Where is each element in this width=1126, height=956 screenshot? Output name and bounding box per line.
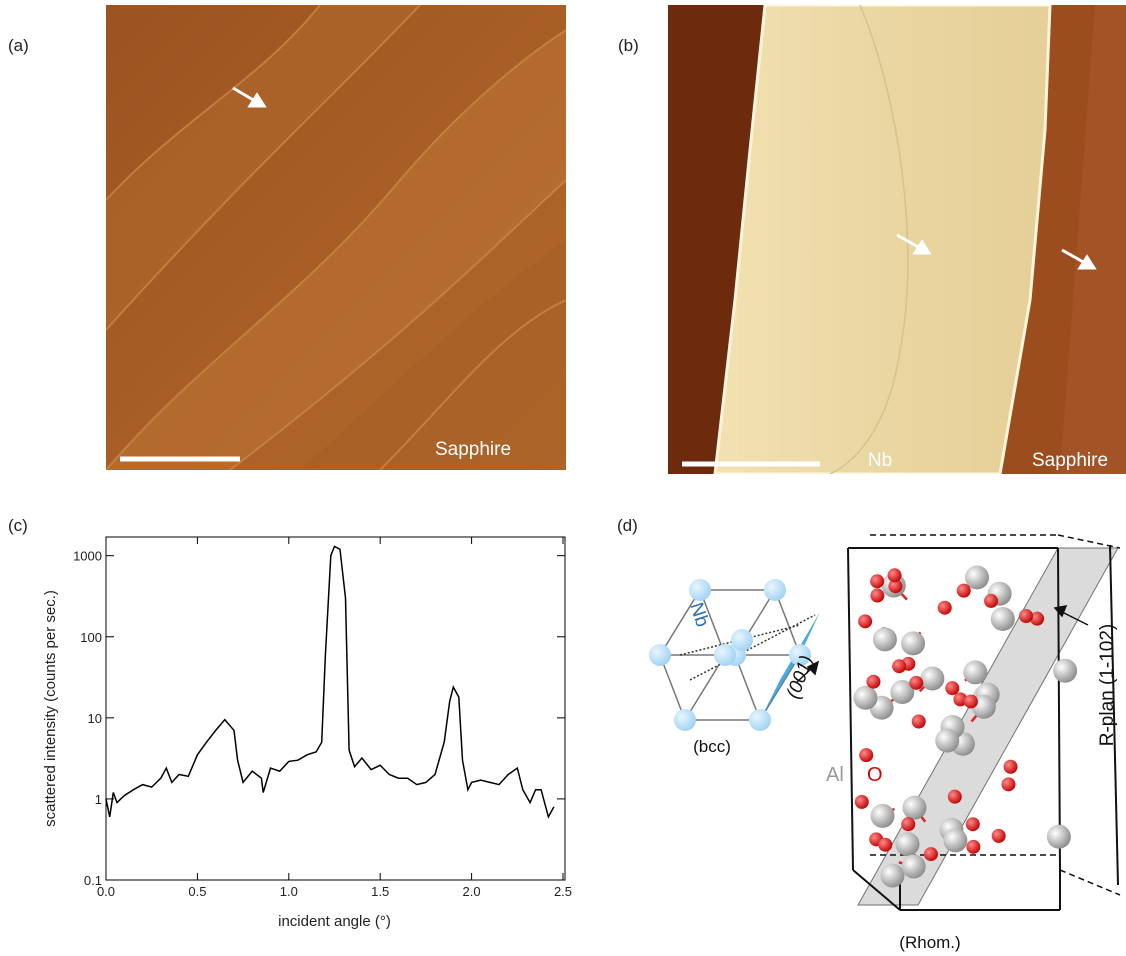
x-tick-label: 0.0 (97, 884, 115, 899)
annotation: (bcc) (693, 737, 731, 756)
atom (990, 606, 1015, 631)
atom (878, 837, 893, 852)
atom (909, 675, 924, 690)
atom (674, 709, 696, 731)
atom (901, 817, 916, 832)
atom (870, 588, 885, 603)
atom (1030, 611, 1045, 626)
y-tick-label: 0.1 (84, 873, 102, 888)
annotation: O (867, 764, 883, 786)
arrow (796, 605, 1089, 683)
atom (866, 674, 881, 689)
atom (789, 644, 811, 666)
atom (953, 692, 968, 707)
atom (1001, 777, 1016, 792)
atom (901, 854, 926, 879)
x-tick-label: 1.5 (371, 884, 389, 899)
annotation: (001) (783, 653, 818, 702)
atom (689, 579, 711, 601)
atom (870, 574, 885, 589)
x-tick-label: 2.5 (554, 884, 572, 899)
atom (859, 748, 874, 763)
panel-label: (c) (8, 516, 28, 535)
atom (1003, 759, 1018, 774)
panel-label: (d) (617, 516, 638, 535)
atom (892, 659, 907, 674)
x-tick-label: 1.0 (280, 884, 298, 899)
atom (890, 680, 915, 705)
atom (902, 795, 927, 820)
annotation: Al (826, 764, 844, 786)
atom (966, 839, 981, 854)
atom (935, 728, 960, 753)
atom (963, 694, 978, 709)
afm-image-a (106, 5, 566, 470)
atom (1046, 824, 1071, 849)
annotation: R-plan (1-102) (1097, 624, 1118, 747)
atom (731, 629, 753, 651)
atom (1019, 608, 1034, 623)
atom (964, 565, 989, 590)
atom (895, 832, 920, 857)
crystal-diagram (649, 534, 1121, 911)
atom (923, 847, 938, 862)
atom (854, 794, 869, 809)
atom (956, 583, 971, 598)
arrow (232, 86, 267, 108)
annotation: Nb (685, 600, 712, 630)
atom (984, 593, 999, 608)
y-axis-label: scattered intensity (counts per sec.) (42, 590, 59, 827)
arrow (896, 233, 1097, 270)
atom (714, 644, 736, 666)
atom (880, 863, 905, 888)
annotation: Sapphire (435, 439, 511, 460)
x-tick-label: 2.0 (463, 884, 481, 899)
y-tick-label: 1 (95, 792, 102, 807)
annotation: Sapphire (1032, 450, 1108, 471)
atom (991, 828, 1006, 843)
y-tick-label: 100 (80, 630, 102, 645)
atom (937, 600, 952, 615)
chart: 0.0 0.5 1.0 1.5 2.0 2.5 0.1 1 10 100 1000 incident … (42, 536, 572, 930)
annotation: (Rhom.) (899, 933, 960, 952)
atom (649, 644, 671, 666)
atom (965, 817, 980, 832)
annotation: Nb (868, 450, 892, 471)
atom (872, 627, 897, 652)
atom (943, 828, 968, 853)
atom (920, 666, 945, 691)
afm-image-b (668, 5, 1126, 474)
atom (749, 709, 771, 731)
x-tick-label: 0.5 (188, 884, 206, 899)
atom (887, 568, 902, 583)
panel-label: (a) (8, 36, 29, 55)
atom (858, 614, 873, 629)
data-line (105, 545, 555, 819)
x-axis-label: incident angle (°) (278, 913, 391, 930)
atom (888, 579, 903, 594)
atom (853, 685, 878, 710)
atom (870, 803, 895, 828)
atom (963, 660, 988, 685)
y-tick-label: 1000 (73, 549, 102, 564)
plot-frame (105, 536, 566, 881)
atom (945, 681, 960, 696)
atom (901, 631, 926, 656)
panel-label: (b) (618, 36, 639, 55)
y-tick-label: 10 (88, 711, 102, 726)
atom (764, 579, 786, 601)
atom (947, 789, 962, 804)
atom (911, 714, 926, 729)
atom (1053, 658, 1078, 683)
